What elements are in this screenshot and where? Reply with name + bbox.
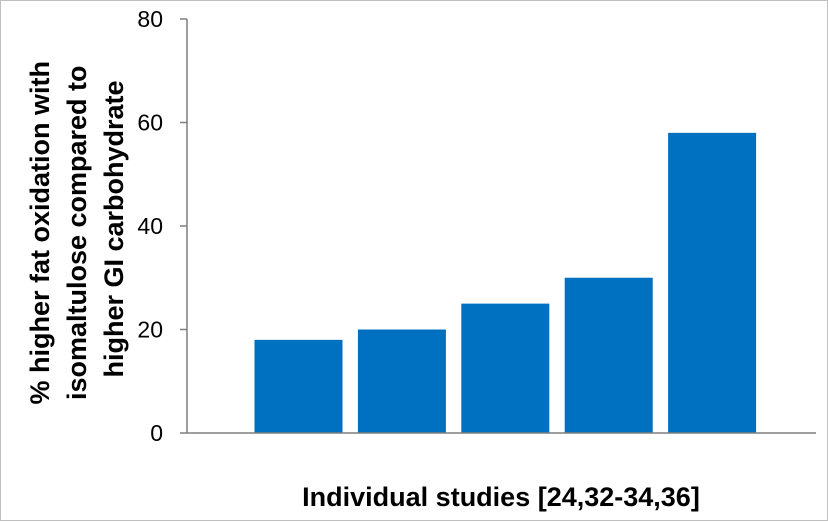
- y-axis-title-line-2: isomaltulose compared to: [62, 65, 92, 400]
- y-tick-label-0: 0: [150, 420, 163, 446]
- x-axis-title: Individual studies [24,32-34,36]: [302, 482, 700, 512]
- y-axis-title: % higher fat oxidation with isomaltulose…: [25, 53, 129, 404]
- bar-5: [668, 132, 757, 433]
- y-tick-label-4: 80: [137, 6, 163, 32]
- bar-3: [461, 303, 550, 433]
- y-axis-ticks: 0 20 40 60 80: [137, 6, 187, 446]
- y-axis-title-line-1: % higher fat oxidation with: [25, 61, 55, 405]
- y-tick-label-3: 60: [137, 110, 163, 136]
- bar-1: [254, 339, 343, 433]
- bar-2: [357, 329, 446, 433]
- bar-4: [564, 277, 653, 433]
- y-axis-title-line-3: higher GI carbohydrate: [99, 80, 129, 377]
- y-tick-label-2: 40: [137, 213, 163, 239]
- bars-group: [254, 132, 757, 433]
- y-tick-label-1: 20: [137, 317, 163, 343]
